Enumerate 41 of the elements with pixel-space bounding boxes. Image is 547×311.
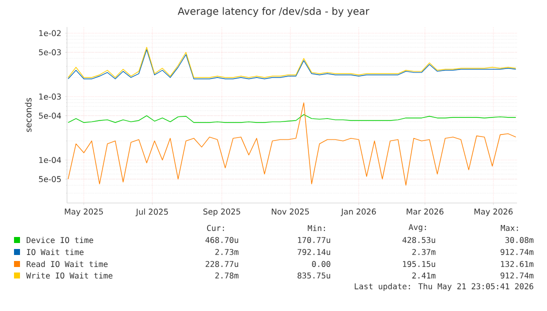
y-tick-label: 5e-04 — [39, 112, 62, 119]
x-tick-label: Sep 2025 — [203, 208, 240, 216]
y-axis-title: seconds — [24, 98, 32, 132]
text: Avg: — [408, 224, 426, 232]
x-tick-label: May 2025 — [64, 208, 103, 216]
y-tick-label: 1e-02 — [39, 30, 61, 36]
text: Cur: — [207, 224, 224, 232]
legend-label: IO Wait time — [26, 248, 84, 256]
chart-title: Average latency for /dev/sda - by year — [178, 7, 370, 17]
text: 428.53u — [402, 236, 436, 244]
legend-label: Write IO Wait time — [26, 272, 112, 279]
text: 2.78m — [215, 272, 238, 279]
text: 30.08m — [505, 236, 534, 244]
text: 792.14u — [298, 248, 330, 256]
text: 228.77u — [206, 260, 238, 268]
text: 912.74m — [500, 272, 534, 279]
x-tick-label: Jul 2025 — [136, 208, 168, 216]
text: Last update: Thu May 21 23:05:41 2026 — [354, 283, 534, 291]
x-tick-label: Mar 2026 — [406, 208, 444, 215]
x-tick-label: May 2026 — [474, 208, 513, 216]
text: 2.73m — [215, 248, 238, 256]
text: 2.41m — [412, 272, 436, 278]
legend-label: Device IO time — [26, 236, 94, 244]
text: 170.77u — [298, 236, 330, 244]
text: 835.75u — [298, 272, 330, 279]
x-tick-label: Nov 2025 — [272, 208, 309, 215]
text: 2.37m — [412, 248, 436, 256]
x-tick-label: Jan 2026 — [340, 208, 376, 216]
y-tick-label: 5e-05 — [39, 176, 61, 182]
text: Max: — [500, 225, 518, 231]
text: 468.70u — [205, 236, 238, 244]
text: 0.00 — [312, 260, 330, 268]
legend-label: Read IO Wait time — [26, 260, 108, 268]
text: 195.15u — [403, 260, 436, 268]
line-series — [68, 102, 516, 186]
y-tick-label: 1e-03 — [39, 94, 61, 100]
y-tick-label: 1e-04 — [39, 156, 62, 164]
text: 132.61m — [501, 260, 534, 268]
text: Min: — [308, 224, 325, 232]
y-tick-label: 5e-03 — [39, 49, 61, 56]
text: 912.74m — [500, 248, 534, 256]
